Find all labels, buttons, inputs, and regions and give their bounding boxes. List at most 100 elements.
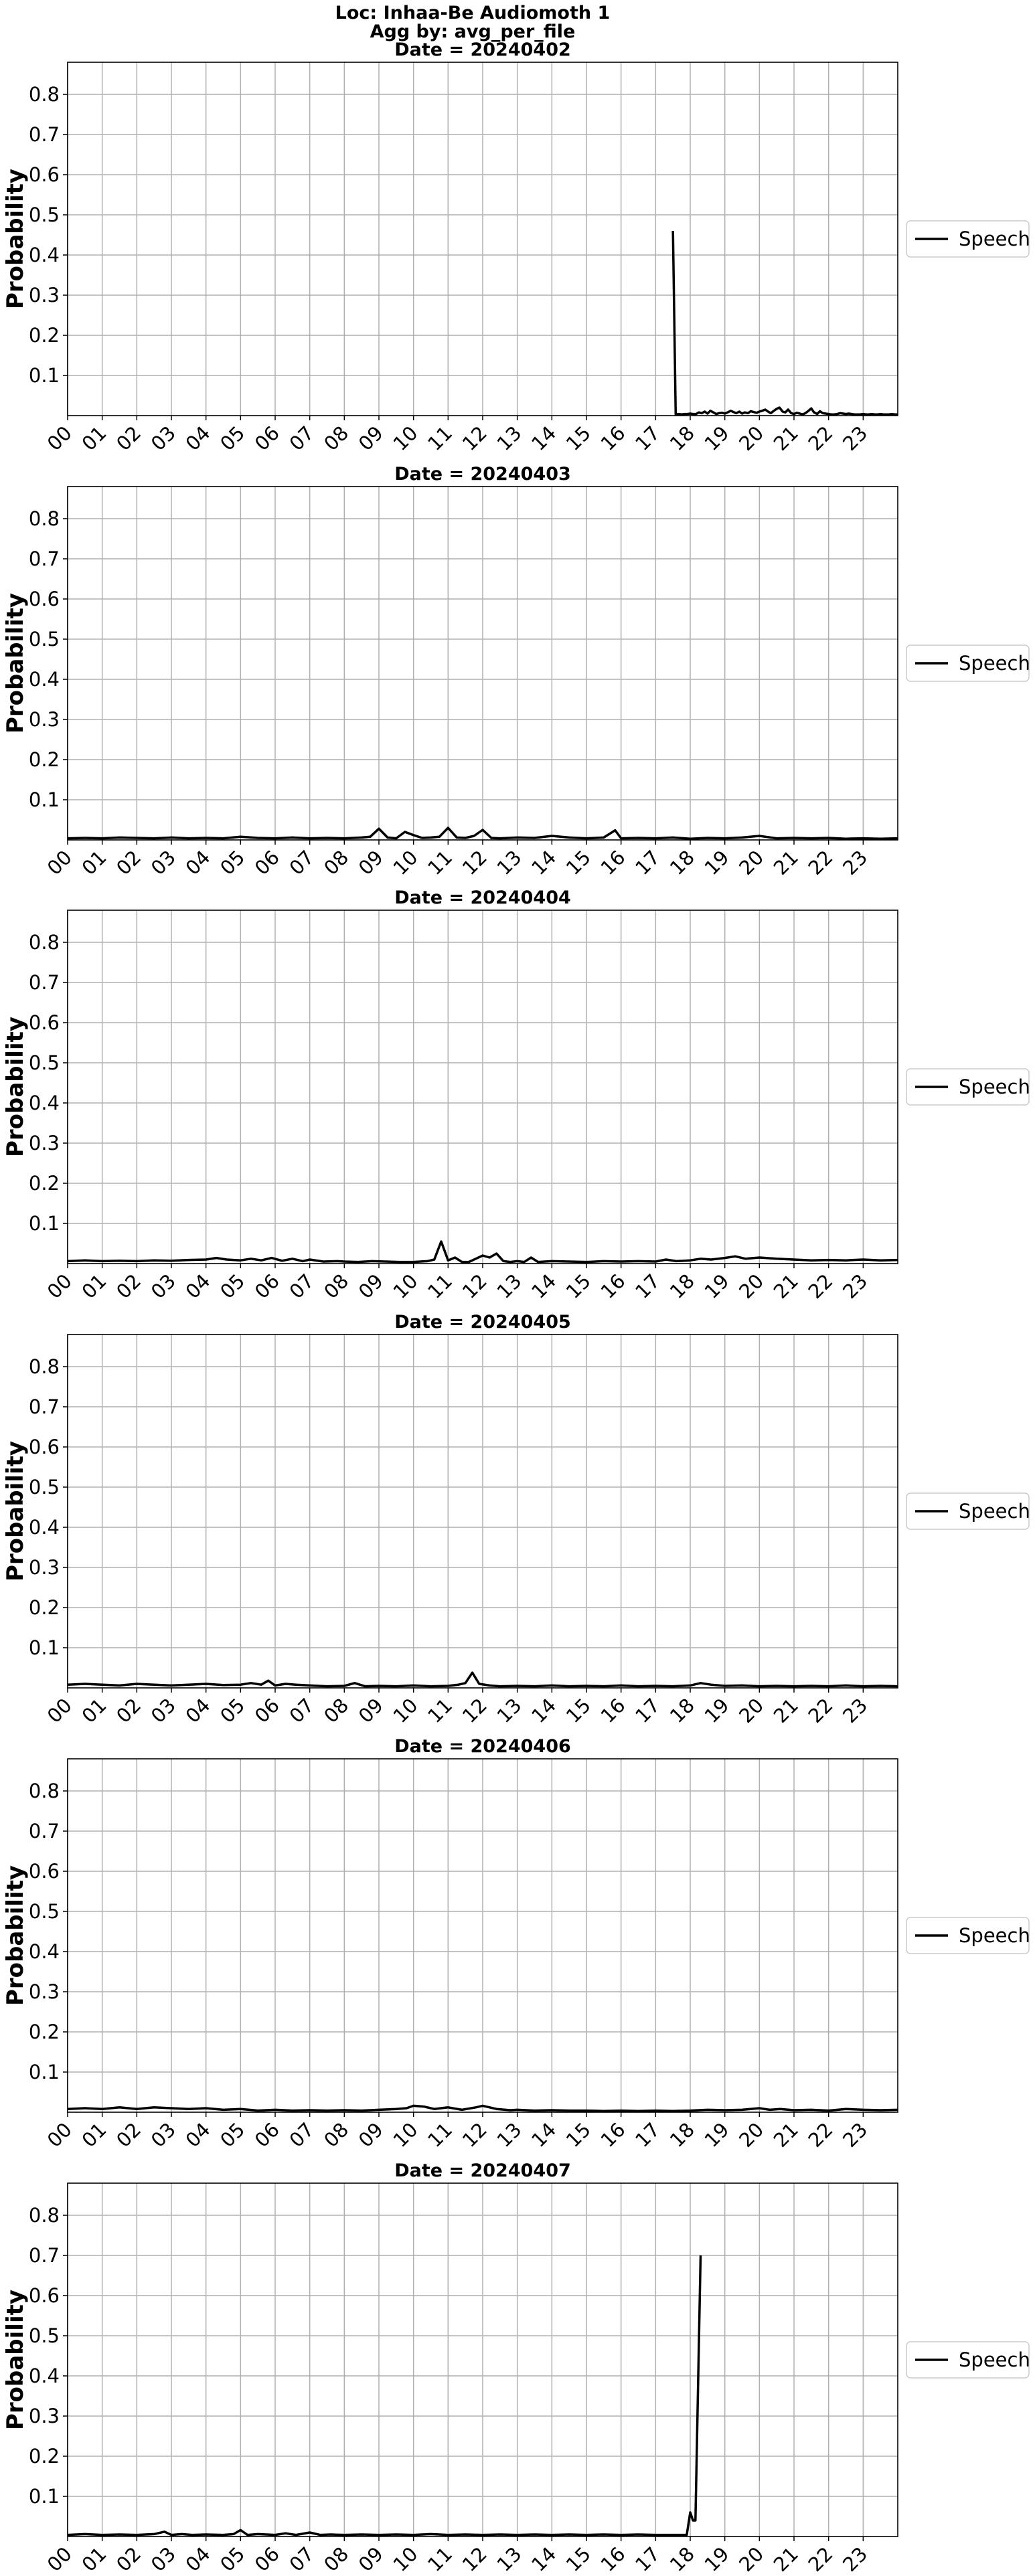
- legend-label-speech: Speech: [959, 228, 1030, 250]
- y-tick-label: 0.7: [29, 1395, 60, 1418]
- figure-location-title: Loc: Inhaa-Be Audiomoth 1: [335, 3, 611, 23]
- legend: Speech: [906, 220, 1030, 258]
- y-axis-label: Probability: [2, 2290, 29, 2430]
- y-axis-label: Probability: [2, 1441, 29, 1581]
- chart-title: Date = 20240407: [394, 2160, 571, 2181]
- y-tick-label: 0.6: [29, 1436, 60, 1458]
- y-tick-label: 0.5: [29, 203, 60, 226]
- y-tick-label: 0.6: [29, 1011, 60, 1034]
- y-tick-label: 0.7: [29, 123, 60, 146]
- y-tick-label: 0.8: [29, 2204, 60, 2227]
- y-tick-label: 0.2: [29, 2021, 60, 2043]
- y-tick-label: 0.3: [29, 708, 60, 731]
- legend-box: [906, 1917, 1030, 1954]
- plot-frame: [67, 62, 898, 416]
- y-tick-label: 0.7: [29, 547, 60, 570]
- series-line-speech: [67, 1671, 898, 1688]
- y-tick-label: 0.6: [29, 163, 60, 186]
- legend: Speech: [906, 645, 1030, 682]
- legend-label-speech: Speech: [959, 652, 1030, 675]
- chart-title: Date = 20240402: [394, 39, 571, 60]
- chart-title: Date = 20240405: [394, 1312, 571, 1333]
- y-tick-label: 0.1: [29, 1636, 60, 1659]
- y-tick-label: 0.6: [29, 2284, 60, 2307]
- legend-box: [906, 1068, 1030, 1106]
- y-tick-label: 0.3: [29, 1980, 60, 2003]
- y-tick-label: 0.6: [29, 588, 60, 610]
- legend-label-speech: Speech: [959, 2348, 1030, 2371]
- y-axis-label: Probability: [2, 1865, 29, 2006]
- y-tick-label: 0.2: [29, 748, 60, 771]
- y-tick-label: 0.5: [29, 2324, 60, 2347]
- y-tick-label: 0.2: [29, 324, 60, 347]
- y-tick-label: 0.7: [29, 2244, 60, 2267]
- y-axis-label: Probability: [2, 593, 29, 734]
- legend: Speech: [906, 1068, 1030, 1106]
- y-tick-label: 0.5: [29, 1051, 60, 1074]
- legend-box: [906, 2341, 1030, 2379]
- y-axis-label: Probability: [2, 169, 29, 309]
- legend: Speech: [906, 1917, 1030, 1954]
- y-tick-label: 0.6: [29, 1860, 60, 1883]
- series-line-speech: [671, 230, 898, 416]
- y-tick-label: 0.2: [29, 1596, 60, 1619]
- y-tick-label: 0.8: [29, 507, 60, 530]
- y-tick-label: 0.8: [29, 1780, 60, 1802]
- legend: Speech: [906, 2341, 1030, 2379]
- y-tick-label: 0.4: [29, 1092, 60, 1114]
- y-tick-label: 0.1: [29, 364, 60, 387]
- plot-frame: [67, 1758, 898, 2113]
- plot-frame: [67, 910, 898, 1264]
- legend-box: [906, 220, 1030, 258]
- y-tick-label: 0.4: [29, 2365, 60, 2387]
- plot-frame: [67, 1334, 898, 1689]
- y-tick-label: 0.1: [29, 2061, 60, 2083]
- chart-title: Date = 20240404: [394, 887, 571, 908]
- y-tick-label: 0.8: [29, 931, 60, 954]
- y-tick-label: 0.2: [29, 2445, 60, 2468]
- y-tick-label: 0.4: [29, 1940, 60, 1963]
- series-line-speech: [67, 1240, 898, 1264]
- series-line-speech: [67, 2104, 898, 2112]
- y-tick-label: 0.7: [29, 1820, 60, 1842]
- y-tick-label: 0.3: [29, 1556, 60, 1579]
- chart-title: Date = 20240406: [394, 1736, 571, 1757]
- y-tick-label: 0.3: [29, 284, 60, 307]
- y-tick-label: 0.4: [29, 1516, 60, 1539]
- y-tick-label: 0.2: [29, 1172, 60, 1195]
- figure-aggregation-title: Agg by: avg_per_file: [370, 21, 576, 42]
- series-line-speech: [67, 2255, 702, 2537]
- y-tick-label: 0.8: [29, 1355, 60, 1378]
- y-tick-label: 0.7: [29, 971, 60, 994]
- legend-label-speech: Speech: [959, 1076, 1030, 1098]
- y-tick-label: 0.3: [29, 2405, 60, 2427]
- chart-title: Date = 20240403: [394, 464, 571, 485]
- y-tick-label: 0.1: [29, 788, 60, 811]
- y-tick-label: 0.1: [29, 2485, 60, 2508]
- y-axis-label: Probability: [2, 1017, 29, 1157]
- y-tick-label: 0.5: [29, 1476, 60, 1498]
- series-line-speech: [67, 827, 898, 840]
- legend-label-speech: Speech: [959, 1500, 1030, 1523]
- legend-box: [906, 1492, 1030, 1530]
- legend: Speech: [906, 1492, 1030, 1530]
- plot-frame: [67, 2182, 898, 2537]
- plot-frame: [67, 486, 898, 841]
- y-tick-label: 0.3: [29, 1132, 60, 1154]
- y-tick-label: 0.4: [29, 244, 60, 266]
- y-tick-label: 0.5: [29, 628, 60, 651]
- y-tick-label: 0.5: [29, 1900, 60, 1923]
- legend-label-speech: Speech: [959, 1924, 1030, 1947]
- y-tick-label: 0.1: [29, 1212, 60, 1235]
- legend-box: [906, 645, 1030, 682]
- y-tick-label: 0.8: [29, 83, 60, 106]
